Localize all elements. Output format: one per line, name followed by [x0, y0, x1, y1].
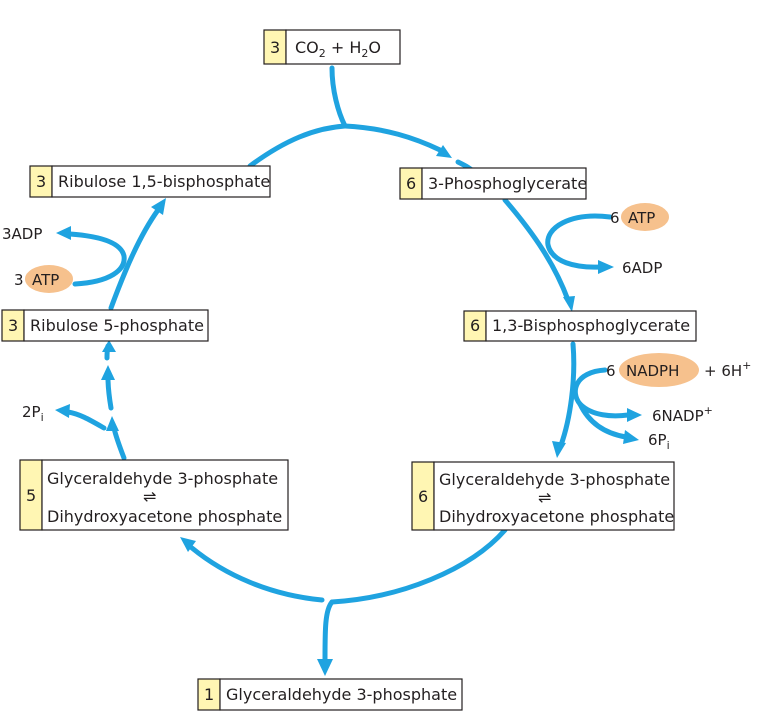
- compound-1-3-bisphosphoglycerate: 6 1,3-Bisphosphoglycerate: [463, 310, 697, 342]
- arrow-triose-left-up-2: [105, 375, 114, 411]
- compound-g3p-output: 1 Glyceraldehyde 3-phosphate: [197, 678, 463, 711]
- count-rubp: 3: [36, 172, 46, 191]
- count-bpg: 6: [470, 316, 480, 335]
- cofactor-nadph: 6 NADPH + 6H+: [606, 353, 751, 387]
- compound-triose-right: 6 Glyceraldehyde 3-phosphate ⇌ Dihydroxy…: [411, 461, 675, 531]
- atp-left-count: 3: [14, 271, 24, 289]
- arrowhead-bpg: [563, 296, 575, 312]
- label-triose-left-2: Dihydroxyacetone phosphate: [47, 507, 282, 526]
- arrow-rubp-to-top: [247, 123, 348, 169]
- arrowhead-left-2: [101, 365, 115, 380]
- arrow-top-to-pga: [342, 123, 443, 153]
- compound-ribulose-5-phosphate: 3 Ribulose 5-phosphate: [1, 309, 209, 342]
- arrowhead-left-1: [106, 416, 119, 431]
- label-bpg: 1,3-Bisphosphoglycerate: [492, 316, 690, 335]
- count-g3p: 1: [204, 685, 214, 704]
- count-ru5p: 3: [8, 316, 18, 335]
- cycle-arrows: [55, 65, 642, 676]
- arrowhead-triose-left: [180, 537, 196, 552]
- cofactor-atp-left: 3 ATP: [14, 265, 73, 293]
- cofactor-atp-right: 6 ATP: [610, 203, 669, 231]
- compound-ribulose-1-5-bisphosphate: 3 Ribulose 1,5-bisphosphate: [29, 165, 271, 198]
- arrowhead-pi-right: [623, 430, 639, 444]
- arrowhead-pi-left: [55, 404, 70, 418]
- label-triose-left-1: Glyceraldehyde 3-phosphate: [47, 469, 278, 488]
- arrowhead-g3p: [317, 659, 333, 676]
- adp-left: 3ADP: [2, 225, 42, 243]
- count-co2: 3: [270, 38, 280, 57]
- arrowhead-adp-left: [56, 226, 71, 240]
- arrowhead-pga: [436, 145, 452, 158]
- arrow-ru5p-to-rubp: [108, 207, 161, 311]
- equilibrium-left: ⇌: [143, 487, 156, 506]
- arrowhead-ru5p: [102, 340, 116, 352]
- compound-3-phosphoglycerate: 6 3-Phosphoglycerate: [399, 167, 587, 200]
- arrow-triose-left-up-1: [111, 425, 127, 461]
- label-rubp: Ribulose 1,5-bisphosphate: [58, 172, 270, 191]
- label-triose-right-2: Dihydroxyacetone phosphate: [439, 507, 674, 526]
- arrow-co2-input: [329, 65, 348, 129]
- label-triose-right-1: Glyceraldehyde 3-phosphate: [439, 470, 670, 489]
- arrow-pga-to-bpg: [502, 197, 571, 303]
- label-g3p: Glyceraldehyde 3-phosphate: [226, 685, 457, 704]
- count-triose-left: 5: [26, 486, 36, 505]
- count-triose-right: 6: [418, 487, 428, 506]
- label-ru5p: Ribulose 5-phosphate: [30, 316, 204, 335]
- atp-left-oval: [25, 265, 73, 293]
- equilibrium-right: ⇌: [538, 488, 551, 507]
- atp-right-name: ATP: [628, 209, 655, 227]
- atp-left-name: ATP: [32, 271, 59, 289]
- compound-co2-h2o: 3 CO2 + H2O: [263, 29, 401, 65]
- adp-right: 6ADP: [622, 259, 662, 277]
- arrowhead-adp-right: [598, 260, 614, 274]
- atp-right-count: 6: [610, 209, 620, 227]
- nadp-plus: 6NADP+: [652, 404, 713, 425]
- arrowhead-triose-right: [552, 441, 566, 458]
- nadph-name: NADPH: [626, 362, 679, 380]
- arrow-bpg-to-triose: [558, 341, 577, 448]
- compound-triose-left: 5 Glyceraldehyde 3-phosphate ⇌ Dihydroxy…: [19, 459, 289, 531]
- arrow-pi-left: [65, 409, 107, 431]
- label-co2-h2o: CO2 + H2O: [295, 38, 381, 60]
- arrow-atp-adp-right: [545, 213, 613, 270]
- nadph-plus-h: + 6H+: [704, 359, 751, 380]
- nadph-count: 6: [606, 362, 616, 380]
- nadph-oval: [619, 353, 699, 387]
- arrowhead-rubp: [151, 198, 166, 215]
- label-pga: 3-Phosphoglycerate: [428, 174, 587, 193]
- arrow-nadph-pi: [577, 401, 629, 440]
- arrowhead-nadp: [627, 408, 642, 422]
- pi-right: 6Pi: [648, 431, 670, 452]
- pi-left: 2Pi: [22, 403, 44, 424]
- arrow-triose-to-bottom: [329, 527, 508, 605]
- arrow-atp-adp-left: [67, 231, 127, 287]
- count-pga: 6: [406, 174, 416, 193]
- atp-right-oval: [621, 203, 669, 231]
- arrow-g3p-output: [322, 599, 335, 663]
- arrow-bottom-to-triose-left: [189, 545, 325, 603]
